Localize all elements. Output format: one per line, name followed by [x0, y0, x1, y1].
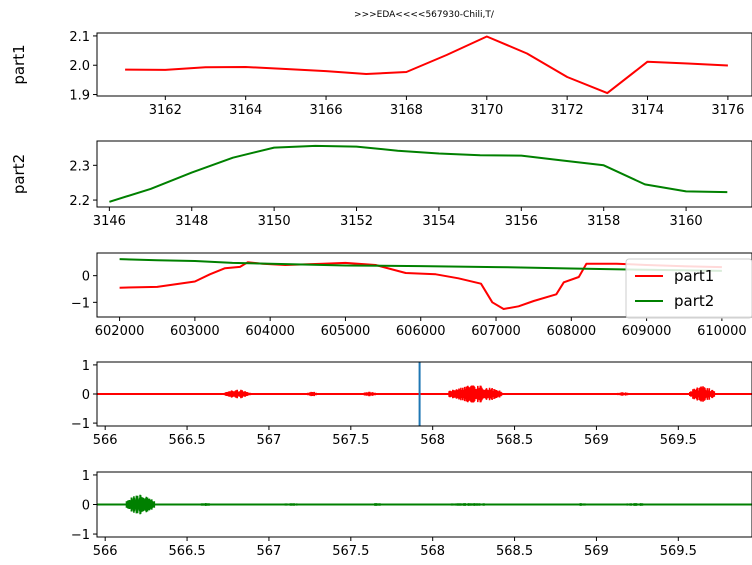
x-tick-label: 3162 [149, 103, 182, 118]
legend: part1 part2 [625, 258, 752, 319]
series-part2-burst-3 [279, 503, 303, 506]
x-tick-label: 609000 [622, 324, 672, 339]
x-tick-label: 3158 [587, 214, 620, 229]
y-tick-label: 1 [82, 359, 90, 374]
x-tick-label: 3172 [551, 103, 584, 118]
x-tick-label: 566.5 [168, 544, 205, 559]
series-part2-line [109, 144, 728, 203]
x-tick-label: 3164 [229, 103, 262, 118]
chart-3: 602000 603000 604000 605000 606000 607000 6080… [71, 252, 752, 339]
x-tick-label: 567.5 [332, 544, 369, 559]
x-tick-label: 568.5 [496, 433, 533, 448]
series-part1-line [119, 261, 722, 310]
x-tick-label: 606000 [396, 324, 446, 339]
x-tick-label: 3146 [93, 214, 126, 229]
chart-5-plot-area [97, 494, 752, 515]
x-tick-label: 3154 [422, 214, 455, 229]
x-tick-label: 602000 [95, 324, 145, 339]
x-tick-label: 605000 [321, 324, 371, 339]
legend-label-part1: part1 [674, 267, 714, 285]
series-part1-burst-2 [305, 391, 319, 397]
y-tick-label: 1.9 [69, 89, 90, 104]
y-tick-label: 2.1 [69, 30, 90, 45]
chart-1-frame [96, 32, 752, 97]
x-tick-label: 566.5 [168, 433, 205, 448]
x-tick-label: 569.5 [660, 544, 697, 559]
series-part2-burst-7 [620, 503, 655, 506]
chart-2-plot-area [109, 144, 728, 203]
x-tick-label: 3174 [631, 103, 664, 118]
x-tick-label: 569 [584, 544, 609, 559]
y-tick-label: 0 [82, 270, 90, 285]
x-tick-label: 3168 [390, 103, 423, 118]
x-tick-label: 568.5 [496, 544, 533, 559]
chart-3-plot-area [119, 258, 722, 310]
x-tick-label: 567.5 [332, 433, 369, 448]
y-axis-label: part2 [10, 154, 28, 194]
series-part2-burst-1 [125, 494, 156, 515]
chart-2: 3146 3148 3150 3152 3154 3156 3158 3160 2.2 2.3 pa… [10, 140, 752, 229]
x-tick-label: 603000 [170, 324, 220, 339]
x-tick-label: 566 [93, 544, 118, 559]
x-tick-label: 567 [257, 433, 282, 448]
x-tick-label: 3156 [505, 214, 538, 229]
chart-3-frame [96, 252, 752, 318]
y-tick-label: 1 [82, 469, 90, 484]
y-tick-label: 2.3 [69, 159, 90, 174]
x-tick-label: 604000 [245, 324, 295, 339]
series-part1-burst-4 [448, 385, 503, 403]
y-tick-label: −1 [71, 528, 90, 543]
x-tick-label: 568 [420, 433, 445, 448]
x-tick-label: 569 [584, 433, 609, 448]
y-tick-label: 0 [82, 499, 90, 514]
series-part2-line [119, 258, 722, 272]
y-tick-label: 2.2 [69, 194, 90, 209]
y-tick-label: −1 [71, 296, 90, 311]
chart-4-plot-area [97, 362, 752, 426]
x-tick-label: 3148 [175, 214, 208, 229]
figure-title: >>>EDA<<<<567930-Chili,T/ [354, 10, 495, 20]
x-tick-label: 3150 [258, 214, 291, 229]
series-part1-burst-6 [689, 386, 716, 402]
chart-2-frame [96, 140, 752, 208]
series-part1-burst-5 [612, 392, 634, 396]
chart-1: 3162 3164 3166 3168 3170 3172 3174 3176 1.9 2.0 2.… [10, 30, 752, 118]
x-tick-label: 607000 [471, 324, 521, 339]
x-tick-label: 569.5 [660, 433, 697, 448]
series-part1-burst-1 [223, 389, 252, 399]
x-tick-label: 610000 [697, 324, 747, 339]
x-tick-label: 3170 [470, 103, 503, 118]
x-tick-label: 3160 [670, 214, 703, 229]
y-tick-label: 0 [82, 388, 90, 403]
series-part1-line [125, 35, 728, 95]
series-part2-burst-2 [194, 503, 218, 506]
x-tick-label: 3166 [310, 103, 343, 118]
x-tick-label: 568 [420, 544, 445, 559]
series-part2-burst-4 [366, 503, 388, 506]
y-tick-label: −1 [71, 417, 90, 432]
x-tick-label: 3176 [711, 103, 744, 118]
chart-4: 566 566.5 567 567.5 568 568.5 569 569.5 −1 0 1 [71, 359, 752, 448]
series-part2-burst-5 [435, 503, 503, 506]
y-axis-label: part1 [10, 44, 28, 84]
chart-1-plot-area [125, 35, 728, 95]
x-tick-label: 567 [257, 544, 282, 559]
x-tick-label: 608000 [546, 324, 596, 339]
series-part2-burst-6 [571, 503, 591, 506]
x-tick-label: 3152 [340, 214, 373, 229]
y-tick-label: 2.0 [69, 59, 90, 74]
legend-label-part2: part2 [674, 292, 714, 310]
chart-5: 566 566.5 567 567.5 568 568.5 569 569.5 −1 0 1 [71, 469, 752, 559]
x-tick-label: 566 [93, 433, 118, 448]
legend-box [625, 258, 752, 319]
series-part1-burst-3 [361, 391, 378, 397]
